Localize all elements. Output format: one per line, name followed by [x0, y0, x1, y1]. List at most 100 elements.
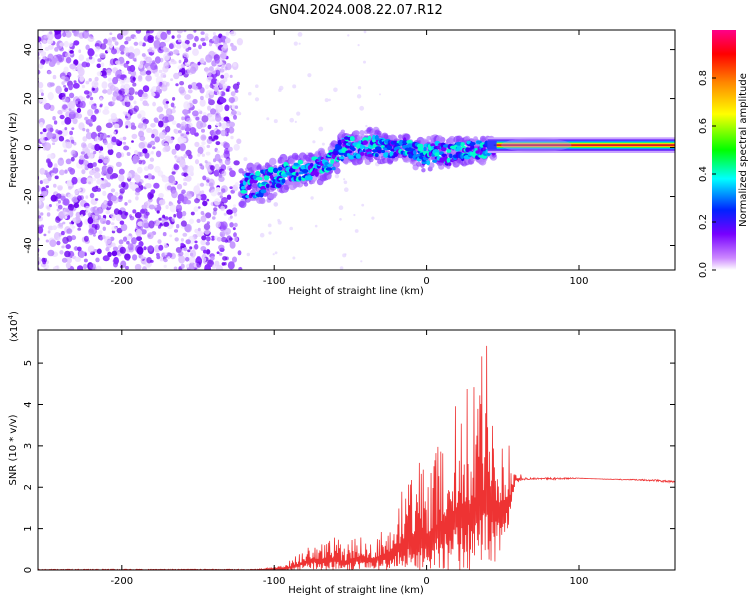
noise-point: [71, 196, 79, 203]
noise-point: [34, 234, 37, 237]
noise-point: [220, 221, 228, 230]
noise-point: [188, 256, 196, 264]
signal-point: [331, 166, 336, 171]
noise-point: [70, 156, 75, 162]
signal-point: [446, 148, 452, 153]
noise-point: [266, 117, 270, 121]
noise-point: [356, 94, 362, 99]
noise-point: [110, 188, 116, 193]
noise-point: [127, 52, 135, 59]
noise-point: [65, 141, 73, 149]
noise-point: [212, 210, 217, 216]
noise-point: [134, 212, 142, 219]
noise-point: [99, 97, 103, 101]
noise-point: [57, 199, 62, 204]
noise-point: [126, 258, 130, 261]
noise-point: [212, 119, 216, 122]
noise-point: [234, 89, 239, 93]
noise-point: [88, 181, 92, 185]
noise-point: [61, 92, 66, 97]
noise-point: [43, 257, 48, 263]
signal-halo: [426, 135, 432, 141]
signal-point: [267, 166, 275, 173]
noise-point: [333, 87, 338, 93]
noise-point: [94, 215, 99, 219]
noise-point: [51, 142, 56, 145]
noise-point: [85, 30, 90, 33]
noise-point: [150, 62, 158, 71]
noise-point: [55, 193, 62, 199]
noise-point: [118, 184, 123, 189]
noise-point: [118, 90, 123, 95]
noise-point: [92, 81, 99, 89]
noise-point: [142, 85, 150, 93]
noise-point: [136, 236, 142, 242]
noise-point: [56, 240, 61, 246]
noise-point: [39, 89, 44, 93]
noise-point: [87, 48, 95, 57]
noise-point: [208, 136, 213, 140]
noise-point: [152, 146, 156, 150]
noise-point: [126, 113, 130, 117]
noise-point: [57, 185, 63, 190]
noise-point: [63, 84, 67, 88]
noise-point: [197, 195, 202, 200]
noise-point: [215, 264, 223, 270]
noise-point: [188, 122, 193, 129]
noise-point: [354, 229, 359, 233]
noise-point: [118, 195, 124, 200]
noise-point: [81, 142, 87, 149]
noise-point: [141, 204, 147, 210]
noise-point: [133, 41, 139, 46]
noise-point: [43, 102, 51, 110]
noise-point: [94, 143, 101, 152]
signal-point: [367, 135, 372, 140]
noise-point: [99, 52, 106, 59]
noise-point: [55, 216, 61, 223]
noise-point: [73, 40, 80, 46]
noise-point: [379, 93, 381, 96]
noise-point: [110, 195, 117, 202]
noise-point: [78, 54, 85, 61]
noise-point: [73, 59, 79, 66]
noise-point: [89, 148, 94, 152]
noise-point: [219, 68, 225, 73]
noise-point: [205, 94, 210, 99]
noise-point: [107, 166, 114, 175]
noise-point: [228, 97, 235, 103]
signal-point: [470, 144, 475, 150]
noise-point: [233, 143, 240, 151]
stable-tone-halo: [501, 138, 572, 153]
noise-point: [103, 201, 107, 205]
noise-point: [132, 77, 136, 81]
noise-point: [334, 174, 340, 179]
noise-point: [99, 146, 104, 151]
noise-point: [89, 169, 95, 176]
noise-point: [215, 129, 221, 135]
noise-point: [34, 125, 38, 128]
noise-point: [94, 54, 98, 57]
noise-point: [49, 31, 53, 35]
snr-ytick-label: 1: [23, 525, 34, 531]
spectrogram-ylabel: Frequency (Hz): [8, 112, 19, 188]
noise-point: [57, 237, 62, 241]
colorbar-label: Normalized spectral amplitude: [738, 73, 749, 227]
noise-point: [139, 209, 146, 214]
noise-point: [68, 84, 73, 91]
noise-point: [111, 225, 118, 232]
noise-point: [59, 250, 64, 255]
signal-point: [260, 189, 267, 194]
noise-point: [96, 248, 102, 255]
noise-point: [107, 142, 113, 150]
noise-point: [83, 263, 88, 270]
noise-point: [226, 85, 231, 90]
signal-point: [432, 159, 438, 163]
noise-point: [218, 176, 225, 183]
noise-point: [96, 63, 102, 69]
noise-point: [186, 105, 191, 109]
noise-point: [44, 46, 50, 52]
noise-point: [194, 159, 200, 165]
noise-point: [105, 210, 111, 215]
noise-point: [38, 56, 41, 60]
noise-point: [206, 144, 211, 149]
